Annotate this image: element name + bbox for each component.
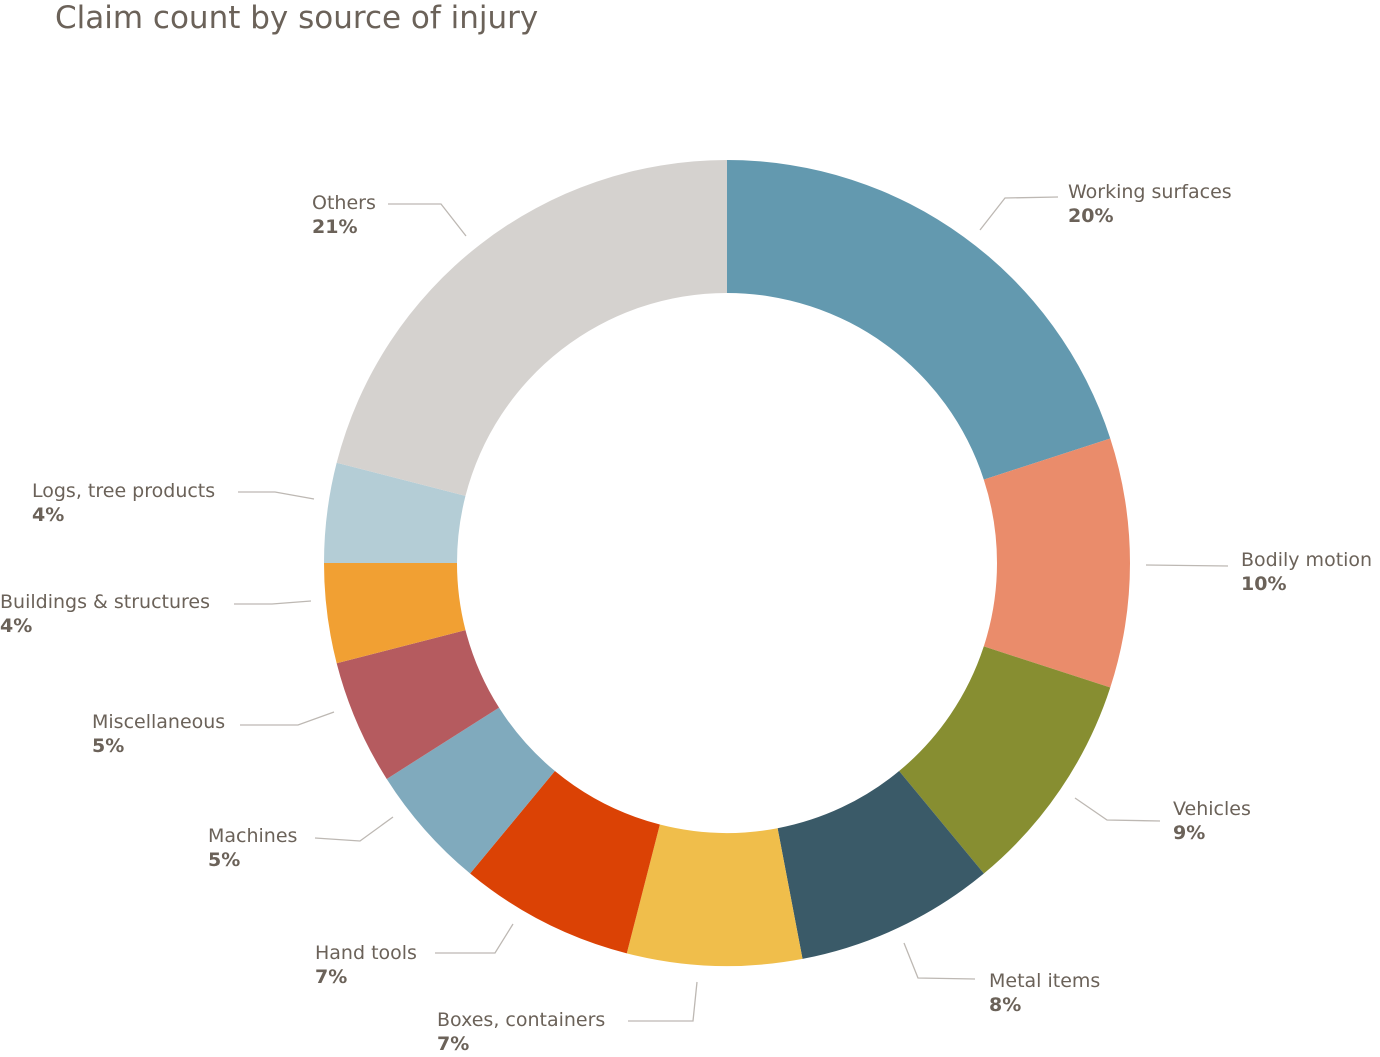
leader-line: [234, 600, 312, 605]
leader-line: [1145, 564, 1229, 567]
leader-line: [435, 923, 514, 954]
slice-label: Buildings & structures: [0, 591, 210, 613]
slice-label: Hand tools: [315, 942, 417, 964]
chart-title: Claim count by source of injury: [55, 0, 539, 36]
slice-label: Miscellaneous: [92, 711, 225, 733]
slice-label: Metal items: [989, 970, 1100, 992]
leader-line: [314, 816, 394, 842]
slice-miscellaneous: [336, 630, 500, 779]
slice-label: Others: [312, 192, 376, 214]
slice-percent: 9%: [1173, 822, 1205, 844]
slice-percent: 5%: [92, 735, 124, 757]
slice-percent: 8%: [989, 994, 1021, 1016]
slice-label: Boxes, containers: [437, 1009, 605, 1031]
slice-label: Machines: [208, 825, 297, 847]
slice-percent: 7%: [315, 966, 347, 988]
leader-line: [903, 942, 976, 980]
leader-line: [628, 981, 698, 1022]
slice-others: [336, 160, 727, 496]
slice-working-surfaces: [727, 160, 1111, 480]
slice-boxes-containers: [626, 824, 803, 966]
slice-hand-tools: [470, 771, 660, 954]
slice-metal-items: [777, 771, 984, 959]
slice-percent: 4%: [0, 615, 32, 637]
leader-line: [388, 203, 467, 237]
slice-label: Logs, tree products: [32, 480, 215, 502]
slice-buildings-structures: [324, 563, 466, 664]
leader-line: [979, 196, 1059, 231]
slice-logs-tree-products: [324, 462, 466, 563]
slice-percent: 21%: [312, 216, 357, 238]
leader-line: [1074, 797, 1161, 822]
leader-line: [238, 491, 315, 500]
slice-percent: 5%: [208, 849, 240, 871]
slice-vehicles: [899, 646, 1111, 874]
slice-machines: [386, 707, 555, 874]
slice-bodily-motion: [983, 438, 1130, 688]
slice-percent: 4%: [32, 504, 64, 526]
slice-percent: 10%: [1241, 573, 1286, 595]
slice-percent: 20%: [1068, 205, 1113, 227]
slice-label: Bodily motion: [1241, 549, 1372, 571]
slice-percent: 7%: [437, 1033, 469, 1055]
slice-label: Vehicles: [1173, 798, 1251, 820]
slice-label: Working surfaces: [1068, 181, 1232, 203]
leader-line: [240, 711, 335, 726]
